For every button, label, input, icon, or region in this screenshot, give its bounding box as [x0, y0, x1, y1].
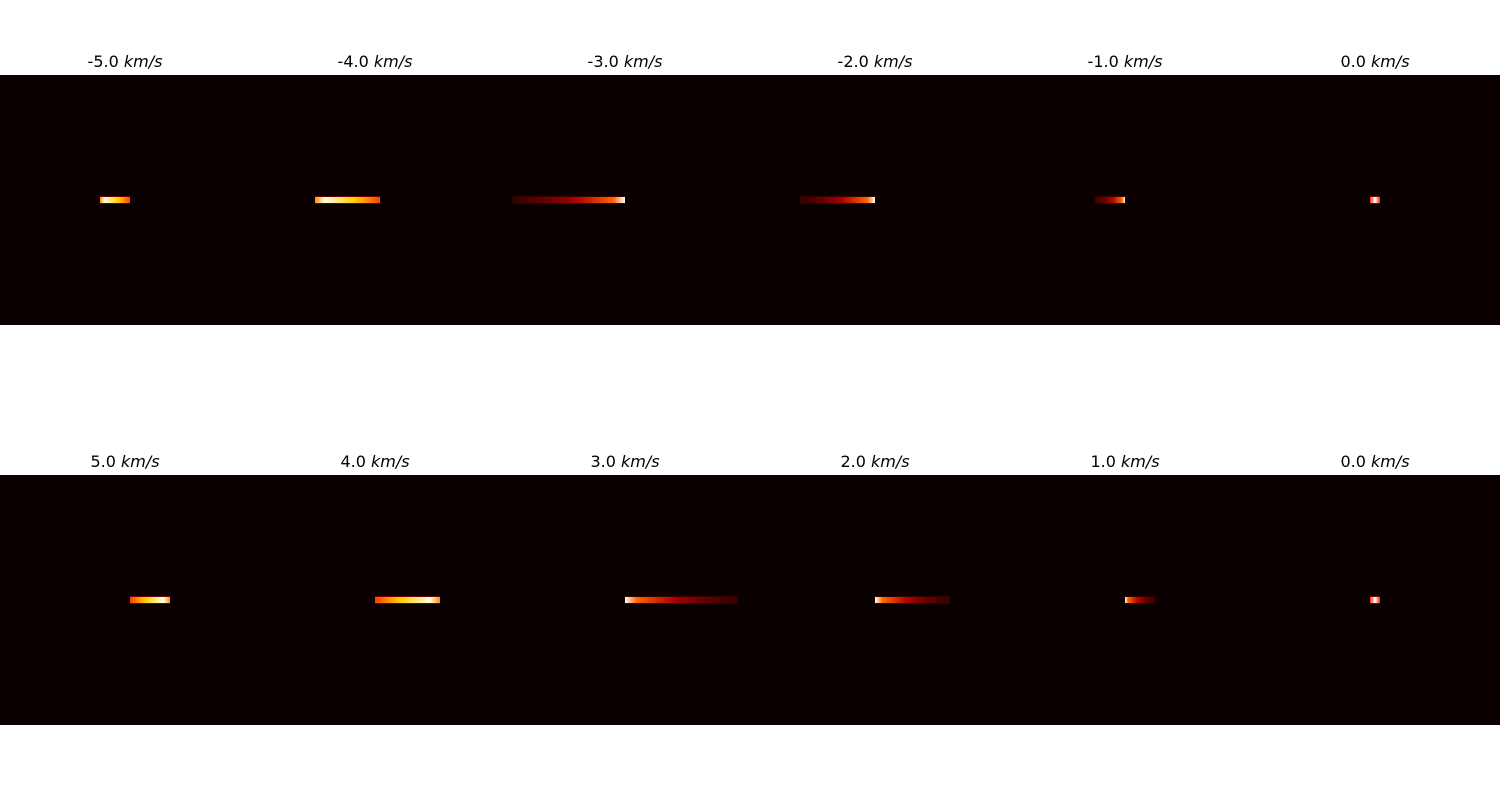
panel-title: 2.0 km/s	[750, 452, 1000, 472]
emission-streak	[130, 597, 170, 603]
panel-title: -5.0 km/s	[0, 52, 250, 72]
panel-velocity-value: -5.0	[87, 52, 124, 71]
panel-velocity-value: 4.0	[340, 452, 371, 471]
panel-velocity-value: -4.0	[337, 52, 374, 71]
panel-velocity-unit: km/s	[1123, 52, 1163, 71]
panel-title: 3.0 km/s	[500, 452, 750, 472]
panel-velocity-unit: km/s	[1370, 52, 1410, 71]
emission-streak	[375, 597, 440, 603]
panel-velocity-unit: km/s	[373, 52, 413, 71]
panel-velocity-unit: km/s	[873, 52, 913, 71]
emission-streak	[100, 197, 130, 203]
panel-velocity-value: 0.0	[1340, 452, 1371, 471]
emission-streak	[1095, 197, 1125, 203]
emission-streak	[1370, 597, 1380, 603]
panel-velocity-unit: km/s	[1370, 452, 1410, 471]
panel-title: -4.0 km/s	[250, 52, 500, 72]
channel-panel-bg	[0, 475, 250, 725]
panel-title: 0.0 km/s	[1250, 52, 1500, 72]
panel-velocity-unit: km/s	[370, 452, 410, 471]
panel-velocity-value: 5.0	[90, 452, 121, 471]
emission-streak	[800, 197, 875, 203]
emission-streak	[512, 197, 625, 203]
emission-streak	[1125, 597, 1155, 603]
panel-title: -3.0 km/s	[500, 52, 750, 72]
panel-velocity-value: -1.0	[1087, 52, 1124, 71]
panel-velocity-unit: km/s	[623, 52, 663, 71]
panel-velocity-value: 1.0	[1090, 452, 1121, 471]
emission-streak	[315, 197, 380, 203]
panel-velocity-value: 0.0	[1340, 52, 1371, 71]
panel-velocity-unit: km/s	[123, 52, 163, 71]
emission-streak	[1370, 197, 1380, 203]
emission-streak	[625, 597, 738, 603]
panel-velocity-value: -3.0	[587, 52, 624, 71]
panel-velocity-unit: km/s	[1120, 452, 1160, 471]
panel-title: 5.0 km/s	[0, 452, 250, 472]
panel-title: 1.0 km/s	[1000, 452, 1250, 472]
panel-title: 0.0 km/s	[1250, 452, 1500, 472]
panel-velocity-value: 2.0	[840, 452, 871, 471]
panel-velocity-unit: km/s	[870, 452, 910, 471]
panel-title: -2.0 km/s	[750, 52, 1000, 72]
panel-velocity-unit: km/s	[620, 452, 660, 471]
panel-title: -1.0 km/s	[1000, 52, 1250, 72]
emission-streak	[875, 597, 950, 603]
panel-velocity-value: 3.0	[590, 452, 621, 471]
panel-velocity-unit: km/s	[120, 452, 160, 471]
panel-title: 4.0 km/s	[250, 452, 500, 472]
panel-velocity-value: -2.0	[837, 52, 874, 71]
